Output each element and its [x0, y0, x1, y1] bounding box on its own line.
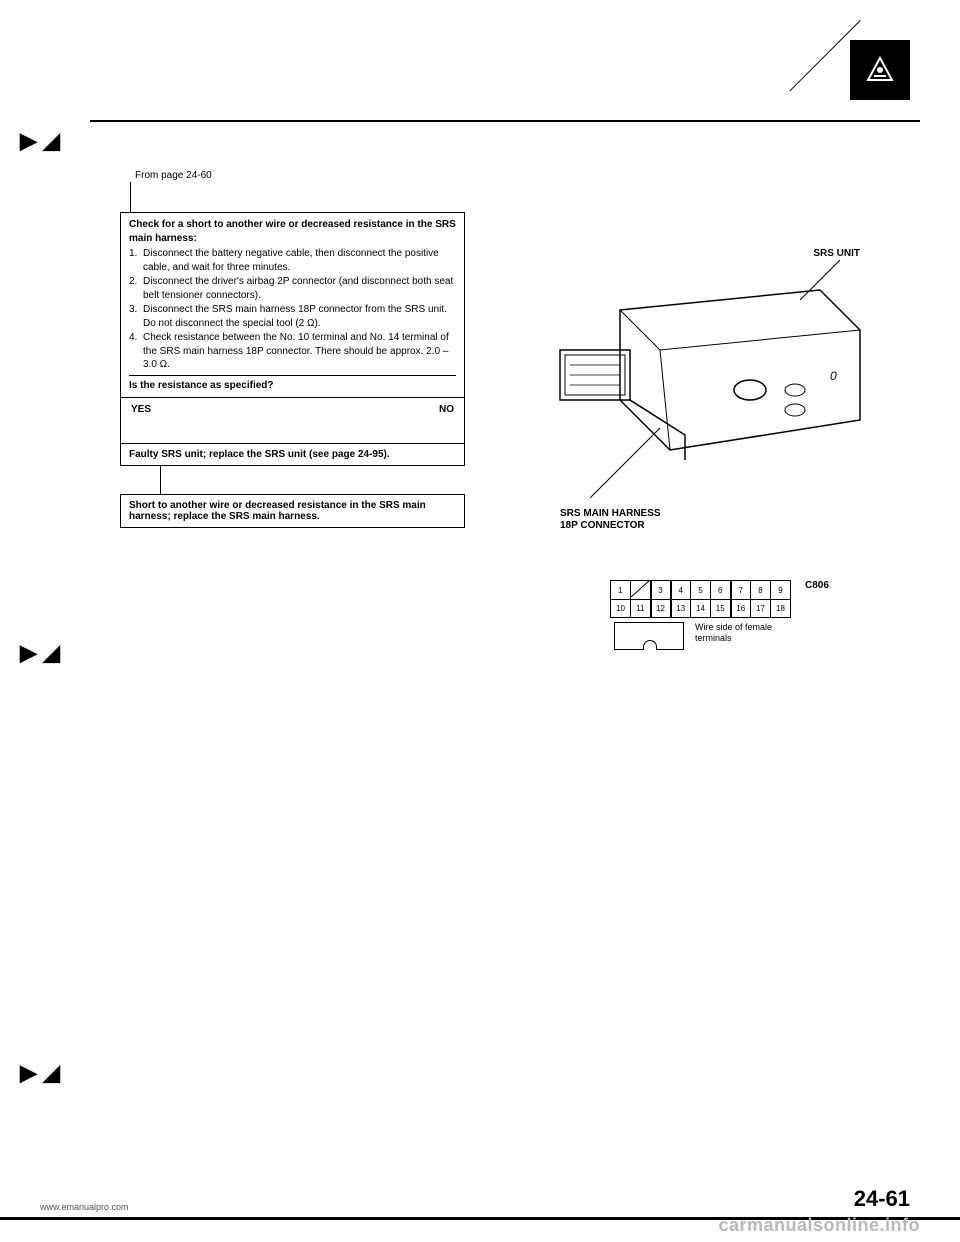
margin-arrow-icon: ▶ ◢	[20, 640, 60, 666]
page-number: 24-61	[854, 1186, 910, 1212]
flow-connector	[160, 466, 161, 494]
harness-label: SRS MAIN HARNESS 18P CONNECTOR	[560, 508, 661, 532]
connector-pinout: C806 1 3 4 5 6 7 8 9 10 11 12 13	[610, 580, 791, 650]
margin-arrow-icon: ▶ ◢	[20, 128, 60, 154]
footer-url: www.emanualpro.com	[40, 1202, 129, 1212]
check-box: Check for a short to another wire or dec…	[120, 212, 465, 398]
flowchart: Check for a short to another wire or dec…	[120, 212, 465, 528]
margin-arrow-icon: ▶ ◢	[20, 1060, 60, 1086]
question: Is the resistance as specified?	[129, 375, 456, 393]
step: 3.Disconnect the SRS main harness 18P co…	[129, 303, 456, 330]
connector-code: C806	[805, 580, 829, 591]
from-page-label: From page 24-60	[135, 170, 212, 181]
step: 4.Check resistance between the No. 10 te…	[129, 331, 456, 372]
watermark: carmanualsonline.info	[718, 1215, 920, 1236]
yes-label: YES	[131, 404, 151, 415]
flow-connector	[130, 182, 131, 214]
pin-table: 1 3 4 5 6 7 8 9 10 11 12 13 14 15	[610, 580, 791, 618]
yes-no-row: YES NO	[120, 398, 465, 444]
step: 2.Disconnect the driver's airbag 2P conn…	[129, 275, 456, 302]
srs-diagram: SRS UNIT 0 SRS MAIN HARNESS 18P CONNECTO…	[520, 240, 900, 503]
result-short: Short to another wire or decreased resis…	[120, 494, 465, 528]
page: ▶ ◢ ▶ ◢ ▶ ◢ From page 24-60 Check for a …	[0, 0, 960, 1242]
svg-text:0: 0	[830, 369, 837, 383]
terminal-box	[614, 622, 684, 650]
terminal-note: Wire side of female terminals	[695, 622, 772, 644]
no-label: NO	[439, 404, 454, 415]
check-title: Check for a short to another wire or dec…	[129, 218, 456, 245]
result-faulty: Faulty SRS unit; replace the SRS unit (s…	[120, 444, 465, 466]
terminal-circle-icon	[643, 640, 657, 650]
srs-unit-label: SRS UNIT	[813, 248, 860, 259]
section-icon	[850, 40, 910, 100]
header-rule	[90, 120, 920, 122]
step: 1.Disconnect the battery negative cable,…	[129, 247, 456, 274]
srs-unit-drawing: 0	[520, 240, 890, 500]
